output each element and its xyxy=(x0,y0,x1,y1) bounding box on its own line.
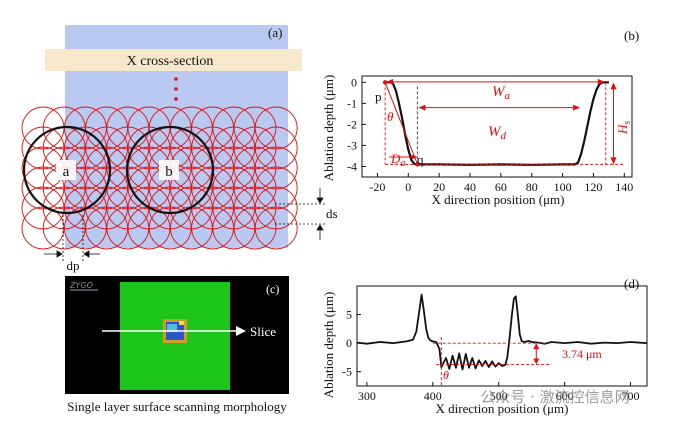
annot-p: p xyxy=(375,89,382,104)
laser-spot-71 xyxy=(254,206,298,250)
plot-b-ytick-label-0: 0 xyxy=(351,75,357,89)
slice-label: Slice xyxy=(250,324,276,339)
plot-b-xtick-label-8: 140 xyxy=(615,180,633,194)
panel-c-label: (c) xyxy=(266,282,279,296)
arrow-wd-right-head xyxy=(573,104,581,111)
plot-d-xtick-label-0: 300 xyxy=(358,389,376,403)
plot-d-ylabel: Ablation depth (μm) xyxy=(321,292,336,399)
ds-dimension xyxy=(275,188,325,240)
plot-d-ytick-label-1: 0 xyxy=(346,336,352,350)
annot-wd: Wd xyxy=(488,124,507,142)
arrow-hs-bottom-head xyxy=(610,157,617,165)
arrow-wa-left-head xyxy=(386,78,394,85)
arrow-hs-top-head xyxy=(610,82,617,90)
plot-b-xtick-label-6: 100 xyxy=(554,180,572,194)
panel-b-label: (b) xyxy=(624,28,639,43)
plot-b: -20 0 20 40 60 80 100 120 140 0 -1 -2 -3 -4 xyxy=(347,75,633,194)
plot-b-ytick-label-1: -1 xyxy=(347,96,357,110)
plot-b-xtick-label-1: 0 xyxy=(405,180,411,194)
label-b-bg xyxy=(159,160,179,180)
plot-b-xtick-label-4: 60 xyxy=(495,180,507,194)
annot-hs: Hs xyxy=(615,121,633,135)
panel-d-label: (d) xyxy=(624,276,639,291)
svg-text:ZYGO: ZYGO xyxy=(69,281,93,290)
arrow-wd-left-head xyxy=(418,104,426,111)
arrow-depth-bottom-head xyxy=(533,358,540,365)
plot-d-xtick-label-3: 600 xyxy=(556,389,574,403)
annot-theta-d: θ xyxy=(443,368,449,382)
plot-b-xtick-label-5: 80 xyxy=(526,180,538,194)
point-q xyxy=(415,162,420,167)
plot-d-xlabel: X direction position (μm) xyxy=(436,401,569,416)
plot-b-xtick-label-7: 120 xyxy=(584,180,602,194)
plot-b-ytick-label-3: -3 xyxy=(347,138,357,152)
plot-b-ytick-label-2: -2 xyxy=(347,117,357,131)
plot-b-annotations: p q θ Wa Wd Da Hs xyxy=(375,84,633,169)
spot-circle-a xyxy=(22,125,112,215)
plot-b-xlabel: X direction position (μm) xyxy=(432,192,565,207)
plot-d-frame xyxy=(356,285,648,387)
circle-a-label: a xyxy=(63,164,70,180)
annot-da: Da xyxy=(390,151,405,169)
panel-c: ZYGO Slice (c) Single layer surface scan… xyxy=(65,276,289,414)
plot-b-ylabel: Ablation depth (μm) xyxy=(321,75,336,182)
panel-a-label: (a) xyxy=(268,25,282,40)
plot-d-ytick-label-2: -5 xyxy=(342,365,352,379)
slice-arrow xyxy=(102,326,246,336)
circle-b-label: b xyxy=(165,164,173,180)
plot-b-xtick-label-3: 40 xyxy=(464,180,476,194)
annot-depth: 3.74 μm xyxy=(562,347,602,361)
cross-section-label: X cross-section xyxy=(127,54,214,69)
theta-guide xyxy=(384,82,419,165)
cross-section-band xyxy=(45,49,302,71)
plot-d-xtick-label-1: 400 xyxy=(424,389,442,403)
dp-label: dp xyxy=(67,258,80,273)
plot-b-ytick-label-4: -4 xyxy=(347,159,357,173)
panel-c-caption: Single layer surface scanning morphology xyxy=(67,399,287,414)
continuation-dots xyxy=(174,77,178,101)
point-p xyxy=(382,80,388,85)
plot-d-xtick-label-4: 700 xyxy=(622,389,640,403)
arrow-wa-right-head xyxy=(597,78,605,85)
plot-b-frame xyxy=(361,75,633,178)
panel-a: X cross-section (a) a b ds xyxy=(21,25,338,273)
ds-label: ds xyxy=(326,206,338,221)
plot-d-series-line xyxy=(356,293,648,371)
zygo-logo: ZYGO xyxy=(69,281,98,291)
annot-wa: Wa xyxy=(492,84,511,102)
annot-q: q xyxy=(417,152,424,167)
plot-b-xtick-label-0: -20 xyxy=(369,180,385,194)
plot-d-ytick-label-0: 5 xyxy=(346,308,352,322)
laser-spot-70 xyxy=(233,206,277,250)
spot-circle-b xyxy=(125,125,215,215)
watermark: 公众号 · 激流控信息网 xyxy=(480,388,629,406)
plot-d-xtick-label-2: 500 xyxy=(490,389,508,403)
label-a-bg xyxy=(56,160,76,180)
dp-dimension xyxy=(44,215,100,262)
arrow-depth-top-head xyxy=(533,343,540,350)
panel-b: (b) -20 0 20 40 60 80 100 120 140 0 -1 -2 -3 -4 X dir… xyxy=(321,28,639,207)
panel-d: (d) 300 400 500 600 700 5 0 -5 X direction posi… xyxy=(321,276,648,416)
plot-d: 300 400 500 600 700 5 0 -5 xyxy=(342,285,648,403)
plot-b-xtick-label-2: 20 xyxy=(433,180,445,194)
annot-theta: θ xyxy=(387,109,394,124)
